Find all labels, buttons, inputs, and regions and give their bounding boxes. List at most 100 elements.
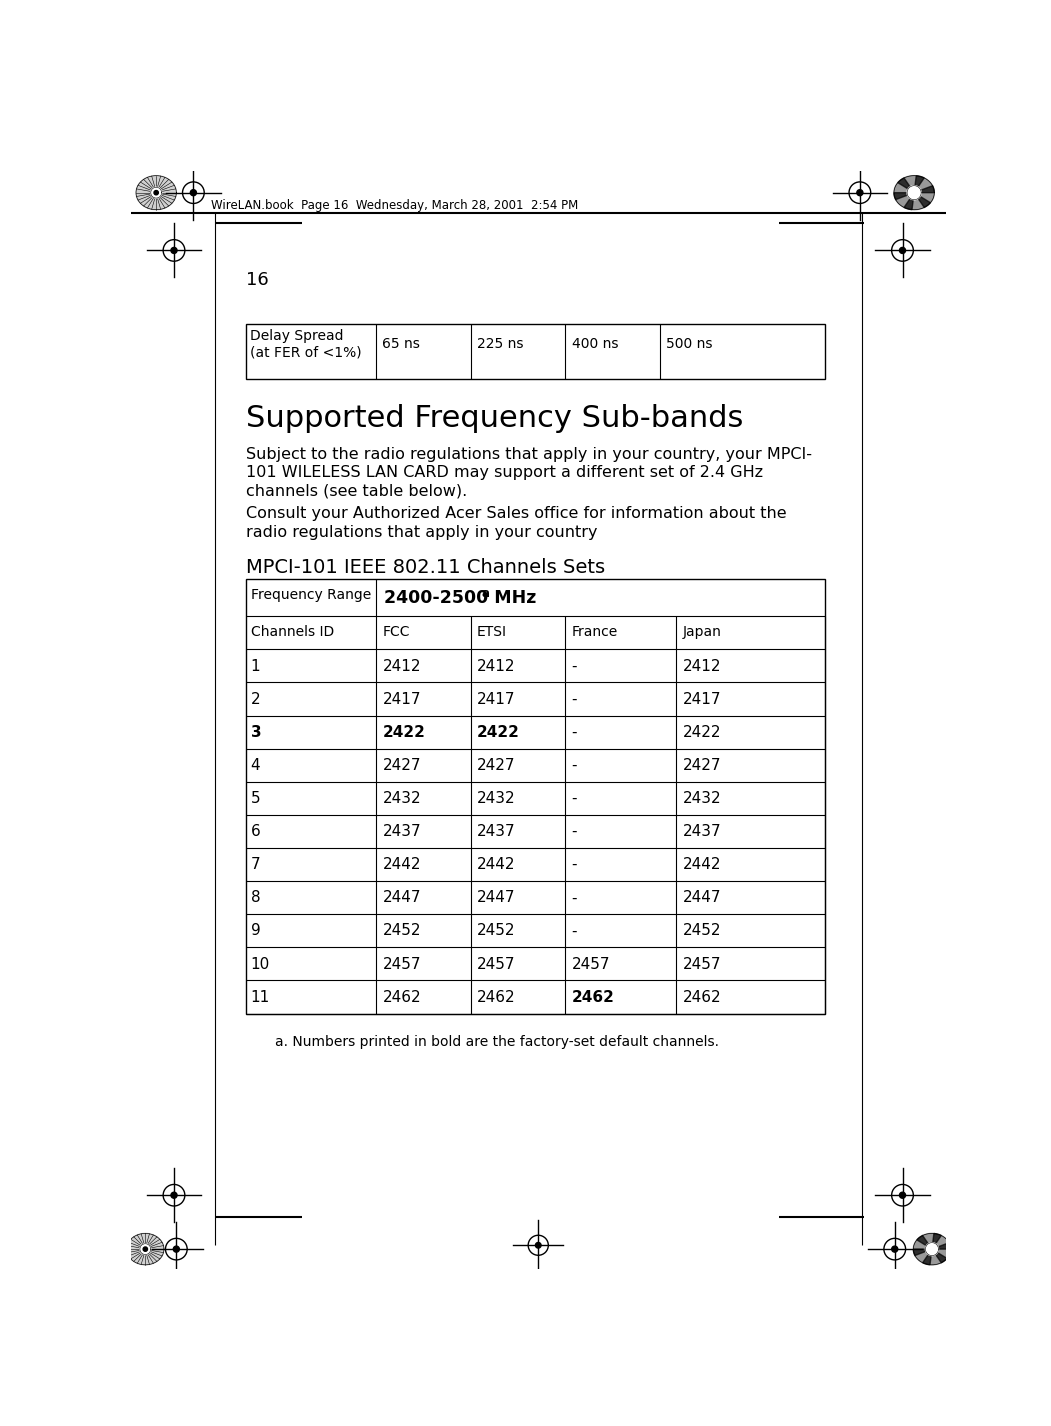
Text: radio regulations that apply in your country: radio regulations that apply in your cou… (246, 525, 598, 539)
Text: -: - (572, 659, 577, 673)
Text: 2442: 2442 (477, 857, 516, 873)
Circle shape (154, 191, 159, 195)
Text: Frequency Range: Frequency Range (251, 589, 371, 602)
Text: 2457: 2457 (682, 957, 721, 971)
Polygon shape (898, 178, 914, 193)
Text: 2417: 2417 (682, 692, 721, 707)
Text: 2437: 2437 (383, 824, 421, 838)
Text: 2427: 2427 (477, 757, 516, 773)
Text: 2452: 2452 (682, 924, 721, 938)
Text: Supported Frequency Sub-bands: Supported Frequency Sub-bands (246, 404, 743, 432)
Polygon shape (150, 187, 162, 198)
Text: 3: 3 (251, 724, 262, 740)
Text: France: France (572, 626, 618, 639)
Circle shape (900, 248, 906, 254)
Text: 2400-2500 MHz: 2400-2500 MHz (384, 589, 536, 607)
Bar (246, 579, 825, 1014)
Text: 2412: 2412 (477, 659, 516, 673)
Text: 10: 10 (251, 957, 270, 971)
Polygon shape (136, 175, 177, 210)
Circle shape (143, 1246, 147, 1251)
Polygon shape (907, 185, 921, 200)
Text: 9: 9 (251, 924, 261, 938)
Text: 2442: 2442 (682, 857, 721, 873)
Text: Delay Spread
(at FER of <1%): Delay Spread (at FER of <1%) (250, 329, 362, 359)
Text: 2422: 2422 (383, 724, 426, 740)
Text: -: - (572, 924, 577, 938)
Text: 65 ns: 65 ns (383, 338, 420, 351)
Text: FCC: FCC (383, 626, 410, 639)
Text: 225 ns: 225 ns (477, 338, 523, 351)
Polygon shape (914, 175, 924, 193)
Circle shape (900, 1192, 906, 1198)
Text: ETSI: ETSI (477, 626, 507, 639)
Polygon shape (932, 1249, 947, 1263)
Text: Consult your Authorized Acer Sales office for information about the: Consult your Authorized Acer Sales offic… (246, 506, 787, 520)
Polygon shape (923, 1249, 932, 1265)
Circle shape (891, 1246, 898, 1252)
Text: 2422: 2422 (477, 724, 520, 740)
Text: 2412: 2412 (383, 659, 421, 673)
Text: WireLAN.book  Page 16  Wednesday, March 28, 2001  2:54 PM: WireLAN.book Page 16 Wednesday, March 28… (211, 198, 578, 212)
Text: channels (see table below).: channels (see table below). (246, 483, 468, 499)
Polygon shape (127, 1233, 164, 1265)
Polygon shape (916, 1235, 932, 1249)
Text: -: - (572, 890, 577, 906)
Polygon shape (932, 1233, 942, 1249)
Text: -: - (572, 724, 577, 740)
Text: -: - (572, 857, 577, 873)
Text: 2457: 2457 (383, 957, 421, 971)
Text: 2417: 2417 (383, 692, 421, 707)
Text: 2447: 2447 (682, 890, 721, 906)
Text: 2422: 2422 (682, 724, 721, 740)
Polygon shape (913, 1233, 950, 1265)
Text: 2412: 2412 (682, 659, 721, 673)
Text: a. Numbers printed in bold are the factory-set default channels.: a. Numbers printed in bold are the facto… (274, 1035, 719, 1050)
Text: 11: 11 (251, 990, 270, 1005)
Text: -: - (572, 757, 577, 773)
Circle shape (171, 248, 177, 254)
Text: 2462: 2462 (682, 990, 721, 1005)
Text: a: a (481, 588, 490, 600)
Bar (246, 324, 825, 379)
Text: 1: 1 (251, 659, 261, 673)
Polygon shape (140, 1243, 150, 1255)
Text: 2432: 2432 (477, 791, 516, 806)
Text: 16: 16 (246, 271, 269, 289)
Circle shape (173, 1246, 180, 1252)
Polygon shape (894, 175, 934, 210)
Text: 2442: 2442 (383, 857, 421, 873)
Text: 2447: 2447 (477, 890, 516, 906)
Text: MPCI-101 IEEE 802.11 Channels Sets: MPCI-101 IEEE 802.11 Channels Sets (246, 559, 605, 578)
Text: 500 ns: 500 ns (666, 338, 713, 351)
Text: -: - (572, 824, 577, 838)
Text: 2462: 2462 (383, 990, 421, 1005)
Text: 2452: 2452 (383, 924, 421, 938)
Text: 5: 5 (251, 791, 261, 806)
Text: 6: 6 (251, 824, 261, 838)
Text: 2447: 2447 (383, 890, 421, 906)
Polygon shape (904, 193, 914, 210)
Polygon shape (914, 185, 934, 193)
Text: -: - (572, 791, 577, 806)
Circle shape (535, 1242, 541, 1248)
Text: 400 ns: 400 ns (572, 338, 618, 351)
Circle shape (857, 190, 863, 195)
Text: 2457: 2457 (572, 957, 610, 971)
Text: 101 WILELESS LAN CARD may support a different set of 2.4 GHz: 101 WILELESS LAN CARD may support a diff… (246, 465, 763, 481)
Text: 2452: 2452 (477, 924, 516, 938)
Text: 2462: 2462 (477, 990, 516, 1005)
Text: 2457: 2457 (477, 957, 516, 971)
Text: Subject to the radio regulations that apply in your country, your MPCI-: Subject to the radio regulations that ap… (246, 446, 812, 462)
Text: 7: 7 (251, 857, 261, 873)
Text: 2427: 2427 (383, 757, 421, 773)
Text: -: - (572, 692, 577, 707)
Text: Japan: Japan (682, 626, 721, 639)
Polygon shape (932, 1242, 950, 1249)
Polygon shape (894, 193, 914, 200)
Text: Channels ID: Channels ID (251, 626, 334, 639)
Circle shape (190, 190, 197, 195)
Circle shape (171, 1192, 177, 1198)
Text: 8: 8 (251, 890, 261, 906)
Text: 4: 4 (251, 757, 261, 773)
